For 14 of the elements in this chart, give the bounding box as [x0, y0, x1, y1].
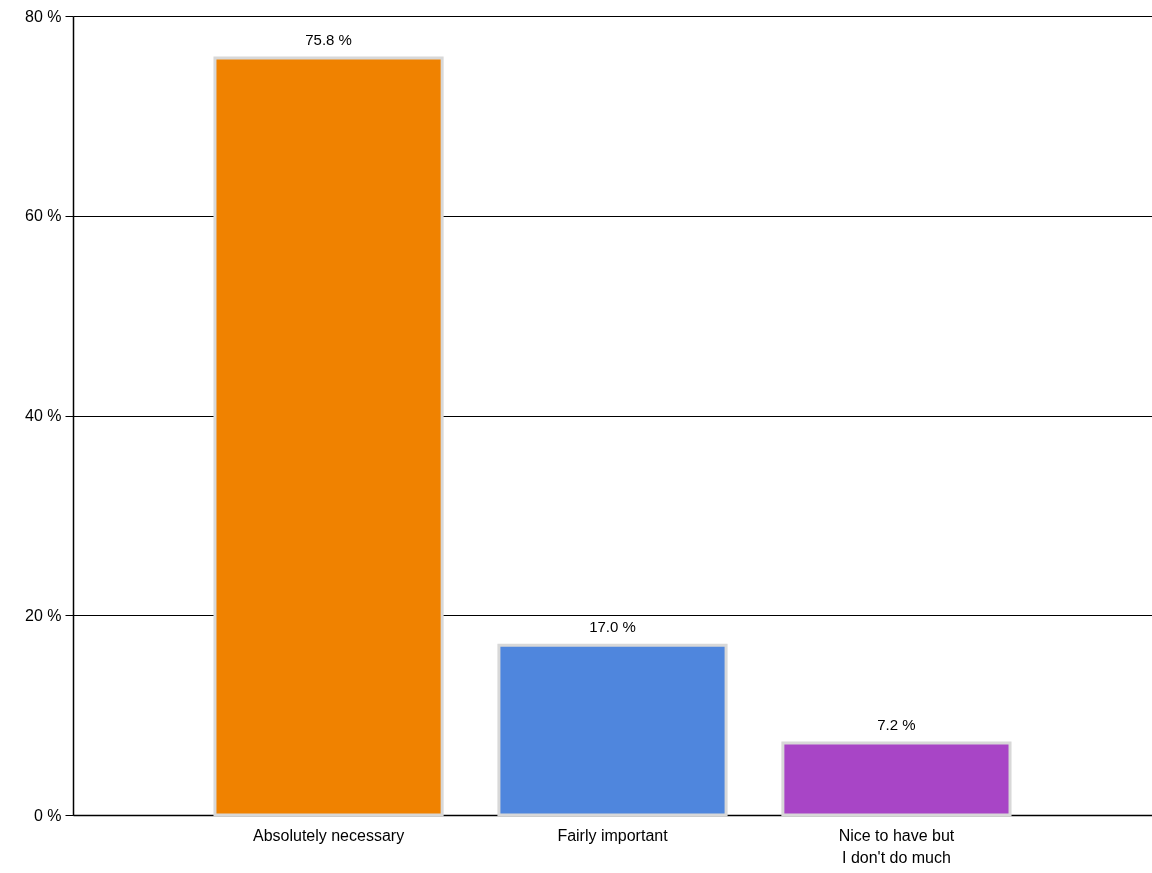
x-tick-label: Nice to have but I don't do much	[838, 826, 955, 866]
y-tick-label: 40 %	[25, 407, 62, 424]
x-tick-label: Absolutely necessary	[252, 826, 405, 844]
bar	[781, 741, 1012, 817]
data-label: 75.8 %	[305, 30, 352, 48]
y-tick-label: 0 %	[33, 806, 62, 824]
x-tick-label: Fairly important	[557, 826, 669, 844]
data-label: 7.2 %	[877, 716, 916, 734]
y-tick-label: 20 %	[25, 606, 62, 624]
data-label: 17.0 %	[589, 618, 636, 636]
bar	[497, 643, 728, 817]
y-tick-label: 60 %	[25, 207, 62, 225]
bar	[213, 56, 444, 817]
y-tick-label: 80 %	[25, 7, 62, 25]
